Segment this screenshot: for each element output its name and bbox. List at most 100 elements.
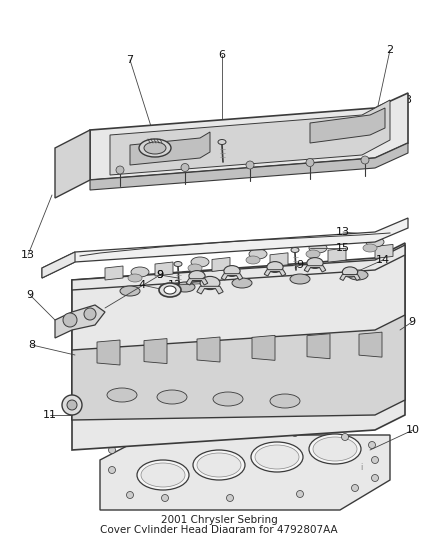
Ellipse shape — [67, 400, 77, 410]
Polygon shape — [110, 100, 389, 175]
Polygon shape — [55, 130, 90, 198]
Text: 9: 9 — [407, 317, 415, 327]
Polygon shape — [196, 286, 223, 294]
Circle shape — [126, 491, 133, 498]
Polygon shape — [72, 245, 404, 290]
Polygon shape — [55, 305, 105, 338]
Polygon shape — [105, 266, 123, 280]
Ellipse shape — [157, 390, 187, 404]
Ellipse shape — [120, 286, 140, 296]
Polygon shape — [358, 332, 381, 357]
Circle shape — [351, 484, 358, 491]
Polygon shape — [72, 243, 404, 450]
Circle shape — [371, 456, 378, 464]
Ellipse shape — [107, 388, 137, 402]
Ellipse shape — [62, 395, 82, 415]
Text: 12: 12 — [168, 280, 182, 290]
Ellipse shape — [164, 286, 176, 294]
Ellipse shape — [306, 257, 322, 269]
Ellipse shape — [187, 264, 201, 272]
Polygon shape — [327, 248, 345, 262]
Circle shape — [291, 430, 298, 437]
Ellipse shape — [193, 450, 244, 480]
Polygon shape — [374, 255, 404, 415]
Ellipse shape — [139, 139, 171, 157]
Ellipse shape — [290, 274, 309, 284]
Circle shape — [341, 433, 348, 440]
Ellipse shape — [305, 250, 319, 258]
Circle shape — [108, 466, 115, 473]
Ellipse shape — [308, 434, 360, 464]
Text: 8: 8 — [28, 340, 35, 350]
Ellipse shape — [191, 257, 208, 267]
Text: 9: 9 — [156, 270, 163, 280]
Polygon shape — [339, 274, 360, 280]
Ellipse shape — [141, 463, 184, 487]
Text: 9: 9 — [26, 290, 33, 300]
Circle shape — [116, 166, 124, 174]
Polygon shape — [374, 245, 392, 259]
Circle shape — [84, 308, 96, 320]
Ellipse shape — [223, 265, 240, 277]
Circle shape — [161, 433, 168, 440]
Polygon shape — [306, 334, 329, 359]
Ellipse shape — [173, 262, 182, 266]
Ellipse shape — [251, 442, 302, 472]
Ellipse shape — [347, 270, 367, 280]
Circle shape — [245, 161, 254, 169]
Ellipse shape — [159, 283, 180, 297]
Polygon shape — [130, 132, 209, 165]
Circle shape — [226, 495, 233, 502]
Ellipse shape — [308, 243, 326, 253]
Text: Cover Cylinder Head Diagram for 4792807AA: Cover Cylinder Head Diagram for 4792807A… — [100, 525, 337, 533]
Circle shape — [371, 474, 378, 481]
Polygon shape — [42, 252, 75, 278]
Text: 11: 11 — [43, 410, 57, 420]
Polygon shape — [100, 435, 389, 510]
Text: 9: 9 — [156, 270, 163, 280]
Text: 15: 15 — [335, 243, 349, 253]
Ellipse shape — [248, 249, 266, 259]
Ellipse shape — [365, 237, 383, 247]
Ellipse shape — [175, 282, 194, 292]
Ellipse shape — [218, 140, 226, 144]
Polygon shape — [197, 337, 219, 362]
Circle shape — [226, 430, 233, 437]
Circle shape — [367, 441, 374, 448]
Ellipse shape — [128, 274, 141, 282]
Ellipse shape — [245, 256, 259, 264]
Polygon shape — [212, 257, 230, 271]
Text: 3: 3 — [403, 95, 410, 105]
Polygon shape — [144, 338, 166, 364]
Polygon shape — [42, 218, 407, 278]
Text: 6: 6 — [218, 50, 225, 60]
Text: i: i — [359, 463, 361, 472]
Ellipse shape — [266, 262, 283, 272]
Polygon shape — [264, 270, 285, 276]
Circle shape — [305, 158, 313, 166]
Text: 2: 2 — [385, 45, 392, 55]
Polygon shape — [97, 340, 120, 365]
Text: 4: 4 — [138, 280, 145, 290]
Circle shape — [136, 437, 143, 443]
Polygon shape — [155, 262, 173, 276]
Circle shape — [63, 313, 77, 327]
Text: 9: 9 — [296, 260, 303, 270]
Polygon shape — [186, 279, 207, 285]
Ellipse shape — [362, 244, 376, 252]
Text: 13: 13 — [335, 227, 349, 237]
Text: 2001 Chrysler Sebring: 2001 Chrysler Sebring — [160, 515, 277, 525]
Text: 14: 14 — [375, 255, 389, 265]
Polygon shape — [304, 265, 325, 272]
Circle shape — [108, 447, 115, 454]
Ellipse shape — [200, 277, 219, 289]
Ellipse shape — [254, 445, 298, 469]
Circle shape — [180, 164, 189, 172]
Circle shape — [360, 156, 368, 164]
Ellipse shape — [137, 460, 189, 490]
Ellipse shape — [144, 142, 166, 154]
Text: 13: 13 — [21, 250, 35, 260]
Ellipse shape — [231, 278, 251, 288]
Polygon shape — [72, 315, 404, 420]
Polygon shape — [251, 335, 274, 360]
